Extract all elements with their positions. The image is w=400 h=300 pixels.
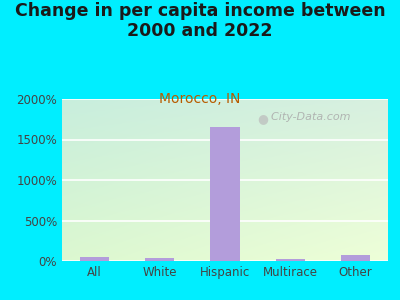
Bar bbox=[145, 258, 174, 261]
Bar bbox=[276, 259, 305, 261]
Bar bbox=[210, 127, 240, 261]
Text: Change in per capita income between
2000 and 2022: Change in per capita income between 2000… bbox=[15, 2, 385, 40]
Text: ●: ● bbox=[258, 112, 268, 125]
Bar bbox=[341, 254, 370, 261]
Text: City-Data.com: City-Data.com bbox=[264, 112, 351, 122]
Text: Morocco, IN: Morocco, IN bbox=[159, 92, 241, 106]
Bar bbox=[80, 257, 109, 261]
